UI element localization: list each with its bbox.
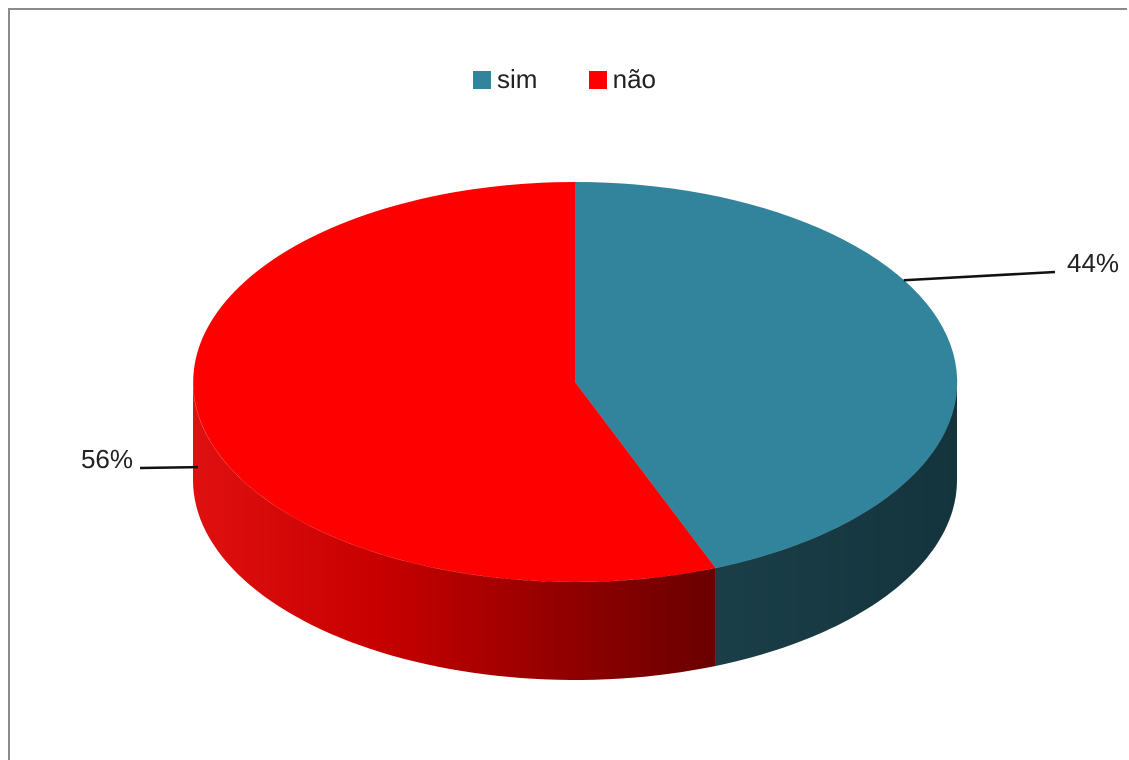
legend-label-sim: sim: [496, 63, 538, 94]
pie-side-0: [715, 382, 957, 666]
legend-swatch-nao: [588, 70, 607, 89]
pie-group: [193, 181, 958, 680]
label-group: 44% 56%: [81, 248, 1119, 474]
legend-item-sim: sim: [472, 63, 538, 95]
legend-swatch-sim: [472, 70, 491, 89]
legend-item-nao: não: [588, 63, 657, 95]
data-label-não: 56%: [81, 444, 133, 474]
leader-line-0: [903, 270, 1056, 282]
legend: sim não: [0, 62, 1129, 95]
legend-label-nao: não: [612, 63, 657, 94]
data-label-sim: 44%: [1067, 248, 1119, 278]
pie-side-1: [193, 382, 716, 680]
pie-slice-0: [575, 181, 958, 568]
leader-line-1: [139, 465, 199, 470]
pie-slice-1: [193, 182, 716, 582]
